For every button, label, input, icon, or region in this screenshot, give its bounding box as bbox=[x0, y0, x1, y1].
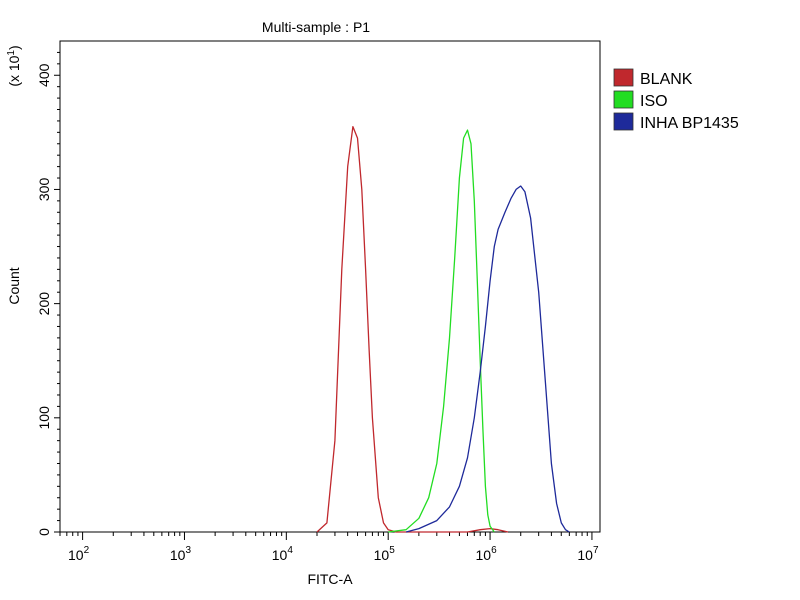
histogram-curves bbox=[316, 125, 570, 533]
y-multiplier-close: ) bbox=[6, 45, 22, 50]
y-tick-label: 300 bbox=[36, 178, 52, 202]
legend-swatch bbox=[613, 90, 634, 109]
chart-title: Multi-sample : P1 bbox=[262, 19, 370, 35]
legend-swatch bbox=[613, 112, 634, 131]
y-tick-label: 400 bbox=[36, 63, 52, 87]
x-tick-base: 10 bbox=[170, 547, 186, 563]
legend-label: BLANK bbox=[640, 71, 693, 88]
y-tick-label: 0 bbox=[36, 528, 52, 536]
legend-swatch bbox=[613, 68, 634, 87]
x-tick-base: 10 bbox=[475, 547, 491, 563]
y-axis-label: Count bbox=[6, 267, 22, 304]
x-tick-label: 102 bbox=[68, 545, 90, 563]
x-tick-exponent: 6 bbox=[491, 545, 497, 556]
y-axis: 0 100 200 300 400 bbox=[36, 51, 60, 536]
y-multiplier-text: (x 10 bbox=[6, 55, 22, 86]
series-iso bbox=[388, 129, 495, 533]
y-tick-label: 200 bbox=[36, 292, 52, 316]
x-tick-label: 103 bbox=[170, 545, 192, 563]
legend-label: ISO bbox=[640, 93, 668, 110]
x-tick-base: 10 bbox=[68, 547, 84, 563]
series-blank bbox=[316, 125, 509, 533]
x-tick-label: 106 bbox=[475, 545, 497, 563]
x-axis: 102 103 104 105 106 107 bbox=[59, 532, 599, 563]
x-tick-exponent: 2 bbox=[84, 545, 90, 556]
x-tick-exponent: 4 bbox=[287, 545, 293, 556]
x-tick-exponent: 7 bbox=[593, 545, 599, 556]
series-inha-bp1435 bbox=[405, 185, 570, 533]
plot-frame bbox=[59, 40, 601, 533]
x-tick-label: 105 bbox=[374, 545, 396, 563]
legend: BLANK ISO INHA BP1435 bbox=[613, 68, 739, 132]
legend-label: INHA BP1435 bbox=[640, 115, 739, 132]
x-tick-exponent: 5 bbox=[389, 545, 395, 556]
y-tick-label: 100 bbox=[36, 406, 52, 430]
x-tick-label: 107 bbox=[577, 545, 599, 563]
x-axis-label: FITC-A bbox=[307, 571, 353, 587]
y-multiplier-exponent: 1 bbox=[6, 50, 17, 56]
y-multiplier-label: (x 101) bbox=[6, 45, 23, 86]
x-tick-base: 10 bbox=[577, 547, 593, 563]
x-tick-exponent: 3 bbox=[185, 545, 191, 556]
x-tick-base: 10 bbox=[272, 547, 288, 563]
x-tick-base: 10 bbox=[374, 547, 390, 563]
x-tick-label: 104 bbox=[272, 545, 294, 563]
